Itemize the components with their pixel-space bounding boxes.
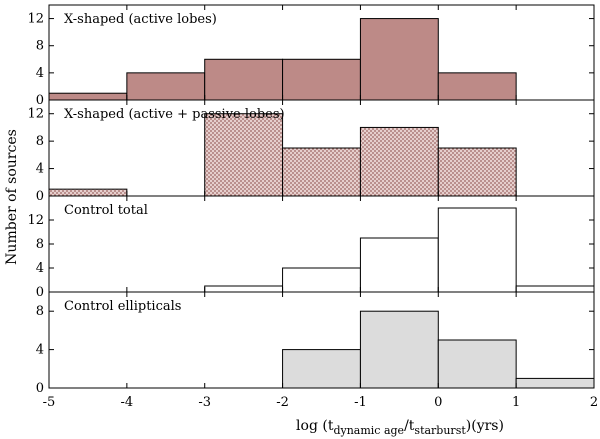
panel-3: 0 4 8 12 Control total	[27, 195, 595, 300]
bar	[359, 237, 439, 293]
y-tick-label: 0	[36, 189, 44, 204]
bar	[204, 58, 284, 101]
panel-title: X-shaped (active + passive lobes)	[64, 107, 285, 122]
x-axis-label-prefix: log (t	[296, 418, 334, 434]
y-tick-label: 8	[36, 134, 44, 149]
bar	[437, 339, 517, 389]
y-tick-label: 12	[27, 12, 44, 27]
y-tick-label: 8	[36, 237, 44, 252]
x-tick-label: 1	[512, 395, 520, 410]
x-tick-label: 0	[434, 395, 442, 410]
bar	[282, 147, 361, 197]
x-axis-label-sub2: starburst	[414, 424, 466, 437]
bar	[204, 285, 284, 293]
bar	[204, 113, 284, 197]
x-tick-label: -4	[121, 395, 134, 410]
bar	[48, 188, 128, 197]
y-tick-label: 4	[36, 343, 44, 358]
bar	[359, 310, 439, 389]
bar	[359, 18, 439, 101]
y-tick-label: 0	[36, 285, 44, 300]
bar	[437, 147, 517, 197]
bar	[48, 92, 128, 101]
bar	[126, 72, 206, 101]
bar	[282, 58, 361, 101]
x-axis: -5 -4 -3 -2 -1 0 1 2	[43, 395, 598, 410]
bar	[282, 349, 361, 389]
panel-2: 0 4 8 12 X-shaped (active + passive lobes)	[27, 99, 595, 204]
x-tick-label: -2	[276, 395, 289, 410]
y-axis-label: Number of sources	[4, 129, 20, 265]
x-axis-label: log (tdynamic age/tstarburst)(yrs)	[296, 418, 504, 437]
x-axis-label-mid: /t	[404, 418, 415, 434]
bar	[282, 267, 361, 293]
y-tick-label: 4	[36, 162, 44, 177]
bar	[437, 207, 517, 293]
y-tick-label: 0	[36, 93, 44, 108]
y-tick-label: 8	[36, 39, 44, 54]
y-tick-label: 4	[36, 66, 44, 81]
x-tick-label: -5	[43, 395, 56, 410]
y-tick-label: 12	[27, 107, 44, 122]
bar	[359, 126, 439, 197]
panel-1: 0 4 8 12 X-shaped (active lobes)	[27, 4, 595, 108]
x-tick-label: -1	[354, 395, 367, 410]
bar	[515, 377, 595, 389]
y-tick-label: 0	[36, 381, 44, 396]
bar	[515, 285, 595, 293]
panel-title: Control total	[64, 203, 148, 218]
panel-frame	[48, 291, 595, 389]
x-tick-label: -3	[198, 395, 211, 410]
panel-4: 0 4 8 Control ellipticals	[36, 291, 595, 396]
y-tick-label: 8	[36, 304, 44, 319]
y-tick-label: 4	[36, 261, 44, 276]
x-axis-label-sub1: dynamic age	[333, 424, 404, 437]
panel-title: X-shaped (active lobes)	[64, 12, 217, 27]
bar	[437, 72, 517, 101]
x-tick-label: 2	[590, 395, 598, 410]
y-tick-label: 12	[27, 213, 44, 228]
panel-title: Control ellipticals	[64, 299, 181, 314]
panels-group: 0 4 8 12 X-shaped (active lobes) 0 4 8 12 X-shape…	[27, 4, 595, 396]
x-axis-label-suffix: )(yrs)	[466, 418, 504, 434]
